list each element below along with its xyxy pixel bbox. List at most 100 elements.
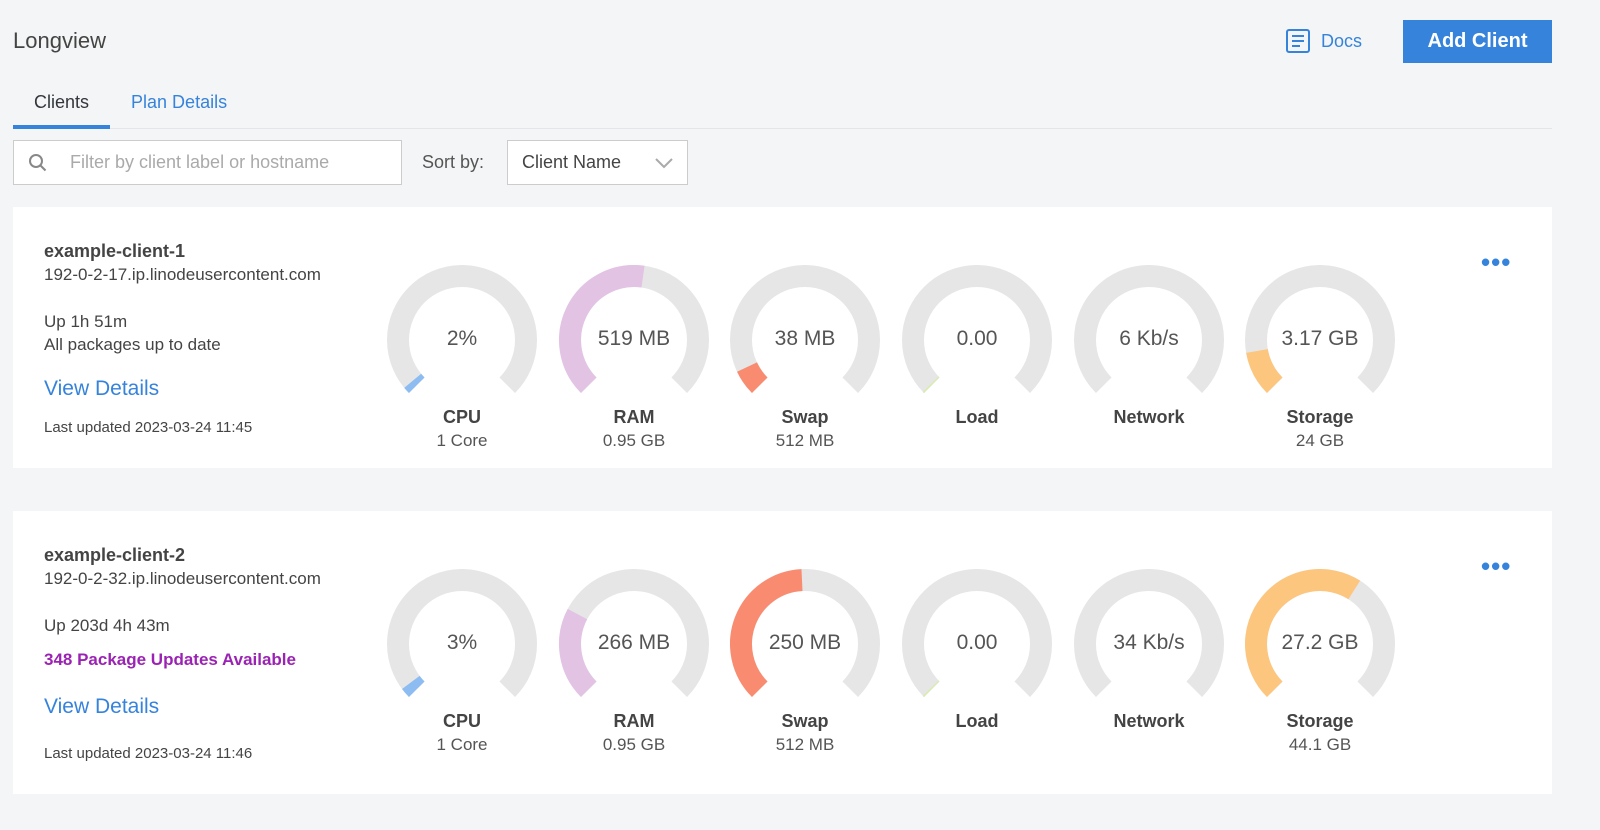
last-updated: Last updated 2023-03-24 11:45 bbox=[44, 419, 253, 436]
gauge-value: 250 MB bbox=[768, 631, 842, 654]
gauge-arc bbox=[1245, 569, 1395, 698]
gauge-track bbox=[1074, 569, 1224, 698]
gauge-label: Storage bbox=[1286, 407, 1354, 427]
gauge-label: Storage bbox=[1286, 711, 1354, 731]
gauge-load: 0.00 Load bbox=[902, 265, 1052, 431]
sort-label: Sort by: bbox=[422, 152, 485, 172]
gauge-arc bbox=[1074, 265, 1224, 394]
gauge-subtitle: 0.95 GB bbox=[602, 735, 666, 754]
tab-clients[interactable]: Clients bbox=[13, 86, 111, 129]
client-uptime: Up 203d 4h 43m bbox=[44, 616, 170, 635]
gauge-arc bbox=[730, 569, 880, 698]
gauge-value: 2% bbox=[446, 327, 478, 350]
gauge-label: Network bbox=[1113, 711, 1185, 731]
more-actions-button[interactable]: ••• bbox=[1481, 551, 1512, 581]
gauge-label: Swap bbox=[781, 711, 829, 731]
search-icon bbox=[29, 153, 47, 171]
gauge-label: Swap bbox=[781, 407, 829, 427]
gauge-fill bbox=[402, 675, 425, 698]
gauge-fill bbox=[737, 362, 768, 394]
gauge-fill bbox=[922, 376, 940, 394]
add-client-button[interactable]: Add Client bbox=[1403, 20, 1552, 63]
gauge-fill bbox=[559, 608, 597, 698]
gauge-swap: 38 MB Swap 512 MB bbox=[730, 265, 880, 451]
client-card: example-client-1 192-0-2-17.ip.linodeuse… bbox=[13, 207, 1552, 468]
gauge-label: Load bbox=[955, 407, 999, 427]
sort-value: Client Name bbox=[522, 152, 622, 172]
gauge-cpu: 2% CPU 1 Core bbox=[387, 265, 537, 451]
sort-select[interactable]: Client Name bbox=[507, 140, 688, 185]
gauge-value: 38 MB bbox=[774, 327, 836, 350]
gauge-value: 0.00 bbox=[956, 327, 998, 350]
gauge-swap: 250 MB Swap 512 MB bbox=[730, 569, 880, 755]
gauge-arc bbox=[559, 265, 709, 394]
view-details-link[interactable]: View Details bbox=[44, 695, 160, 718]
gauge-label: Network bbox=[1113, 407, 1185, 427]
gauge-subtitle: 24 GB bbox=[1295, 431, 1345, 450]
document-icon bbox=[1286, 29, 1310, 53]
gauge-label: RAM bbox=[613, 711, 655, 731]
client-hostname: 192-0-2-17.ip.linodeusercontent.com bbox=[44, 265, 321, 284]
gauge-label: CPU bbox=[442, 407, 481, 427]
gauge-value: 6 Kb/s bbox=[1119, 327, 1179, 350]
gauge-subtitle: 1 Core bbox=[436, 735, 488, 754]
gauge-load: 0.00 Load bbox=[902, 569, 1052, 735]
gauge-value: 519 MB bbox=[597, 327, 671, 350]
gauge-track bbox=[1074, 265, 1224, 394]
gauge-track bbox=[387, 569, 537, 698]
more-actions-button[interactable]: ••• bbox=[1481, 247, 1512, 277]
gauge-network: 34 Kb/s Network bbox=[1074, 569, 1224, 735]
gauge-subtitle: 44.1 GB bbox=[1288, 735, 1352, 754]
gauge-ram: 266 MB RAM 0.95 GB bbox=[559, 569, 709, 755]
gauge-arc bbox=[1245, 265, 1395, 394]
gauge-value: 27.2 GB bbox=[1281, 631, 1359, 654]
gauge-arc bbox=[902, 265, 1052, 394]
tab-plan-details[interactable]: Plan Details bbox=[131, 92, 228, 112]
gauge-network: 6 Kb/s Network bbox=[1074, 265, 1224, 431]
gauge-subtitle: 0.95 GB bbox=[602, 431, 666, 450]
gauge-track bbox=[730, 265, 880, 394]
gauge-track bbox=[1245, 265, 1395, 394]
client-name: example-client-2 bbox=[44, 545, 186, 565]
gauge-value: 266 MB bbox=[597, 631, 671, 654]
gauge-label: RAM bbox=[613, 407, 655, 427]
package-status: All packages up to date bbox=[44, 335, 221, 354]
package-status[interactable]: 348 Package Updates Available bbox=[44, 650, 296, 669]
docs-link[interactable]: Docs bbox=[1285, 28, 1362, 54]
gauge-fill bbox=[922, 680, 940, 698]
gauge-track bbox=[902, 569, 1052, 698]
gauge-value: 3.17 GB bbox=[1281, 327, 1359, 350]
gauge-storage: 3.17 GB Storage 24 GB bbox=[1245, 265, 1395, 451]
gauge-track bbox=[902, 265, 1052, 394]
gauge-storage: 27.2 GB Storage 44.1 GB bbox=[1245, 569, 1395, 755]
tab-bar: Clients Plan Details bbox=[13, 86, 1552, 129]
gauge-fill bbox=[1245, 569, 1361, 698]
gauge-arc bbox=[387, 265, 537, 394]
docs-label: Docs bbox=[1321, 30, 1363, 51]
gauge-arc bbox=[1074, 569, 1224, 698]
client-name: example-client-1 bbox=[44, 241, 186, 261]
gauge-arc bbox=[387, 569, 537, 698]
page-title: Longview bbox=[13, 28, 106, 53]
client-hostname: 192-0-2-32.ip.linodeusercontent.com bbox=[44, 569, 321, 588]
gauge-fill bbox=[730, 569, 803, 698]
gauge-ram: 519 MB RAM 0.95 GB bbox=[559, 265, 709, 451]
client-card: example-client-2 192-0-2-32.ip.linodeuse… bbox=[13, 511, 1552, 794]
gauge-subtitle: 512 MB bbox=[775, 735, 835, 754]
view-details-link[interactable]: View Details bbox=[44, 377, 160, 400]
chevron-down-icon bbox=[655, 157, 673, 168]
gauge-arc bbox=[902, 569, 1052, 698]
last-updated: Last updated 2023-03-24 11:46 bbox=[44, 745, 253, 762]
filter-input[interactable] bbox=[70, 152, 390, 173]
gauge-track bbox=[387, 265, 537, 394]
gauge-cpu: 3% CPU 1 Core bbox=[387, 569, 537, 755]
gauge-arc bbox=[730, 265, 880, 394]
gauge-fill bbox=[1246, 348, 1283, 394]
gauge-fill bbox=[404, 373, 425, 394]
gauge-subtitle: 1 Core bbox=[436, 431, 488, 450]
gauge-subtitle: 512 MB bbox=[775, 431, 835, 450]
filter-field[interactable] bbox=[13, 140, 402, 185]
gauge-value: 34 Kb/s bbox=[1113, 631, 1185, 654]
gauge-value: 0.00 bbox=[956, 631, 998, 654]
gauge-label: CPU bbox=[442, 711, 481, 731]
